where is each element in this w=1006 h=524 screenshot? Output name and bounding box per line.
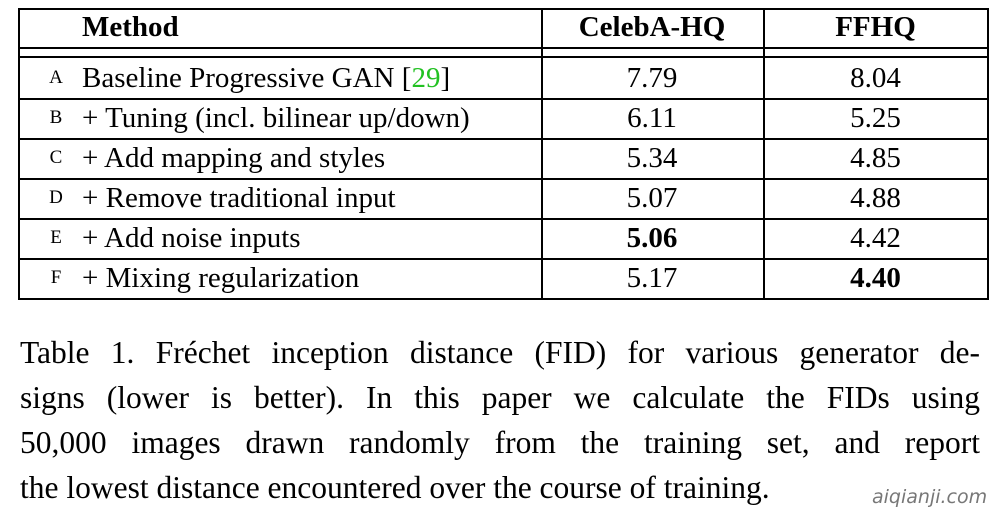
method-text: + Add noise inputs (82, 222, 301, 254)
ffhq-fid: 8.04 (850, 62, 901, 94)
row-id: D (49, 187, 63, 208)
row-id: A (49, 67, 63, 88)
ffhq-fid: 5.25 (850, 102, 901, 134)
hl-row (18, 218, 989, 220)
ffhq-fid: 4.85 (850, 142, 901, 174)
celeba-fid: 5.17 (626, 262, 678, 294)
method: + Add noise inputs (82, 218, 301, 258)
header-method: Method (82, 11, 179, 43)
hl-row (18, 98, 989, 100)
celeba-fid: 6.11 (627, 102, 677, 134)
method-text: Baseline Progressive GAN (82, 62, 395, 94)
header-celeba: CelebA-HQ (578, 11, 726, 43)
method: + Mixing regularization (82, 258, 359, 298)
method-text: + Remove traditional input (82, 182, 396, 214)
caption-line: Table 1. Fréchet inception distance (FID… (20, 335, 980, 370)
row-id: E (50, 227, 62, 248)
rule (18, 8, 20, 299)
method: + Remove traditional input (82, 178, 396, 218)
citation: ] (440, 62, 451, 94)
caption-line: 50,000 images drawn randomly from the tr… (20, 425, 980, 460)
citation: 29 (411, 62, 441, 94)
watermark: aiqianji.com (872, 486, 988, 508)
hl-row (18, 178, 989, 180)
caption-line: signs (lower is better). In this paper w… (20, 380, 980, 415)
caption-line: the lowest distance encountered over the… (20, 470, 770, 505)
method: + Tuning (incl. bilinear up/down) (82, 98, 470, 138)
hl-row (18, 258, 989, 260)
row-id: C (49, 147, 63, 168)
citation: [ (401, 62, 412, 94)
celeba-fid: 5.34 (626, 142, 678, 174)
row-id: F (50, 267, 62, 288)
celeba-fid: 5.06 (626, 222, 678, 254)
header-ffhq: FFHQ (835, 11, 916, 43)
hl-row (18, 138, 989, 140)
celeba-fid: 5.07 (626, 182, 678, 214)
method-text: + Mixing regularization (82, 262, 360, 294)
ffhq-fid: 4.88 (850, 182, 901, 214)
method: Baseline Progressive GAN [29] (82, 58, 450, 98)
ffhq-fid: 4.42 (850, 222, 901, 254)
row-id: B (49, 107, 63, 128)
method-text: + Add mapping and styles (82, 142, 386, 174)
rule (987, 8, 989, 299)
method: + Add mapping and styles (82, 138, 385, 178)
celeba-fid: 7.79 (626, 62, 678, 94)
rule (18, 8, 989, 10)
rule (541, 8, 543, 299)
ffhq-fid: 4.40 (850, 262, 901, 294)
rule (18, 56, 989, 58)
hl-row (18, 298, 989, 300)
method-text: + Tuning (incl. bilinear up/down) (82, 102, 470, 134)
rule (763, 8, 765, 299)
rule (18, 47, 989, 49)
